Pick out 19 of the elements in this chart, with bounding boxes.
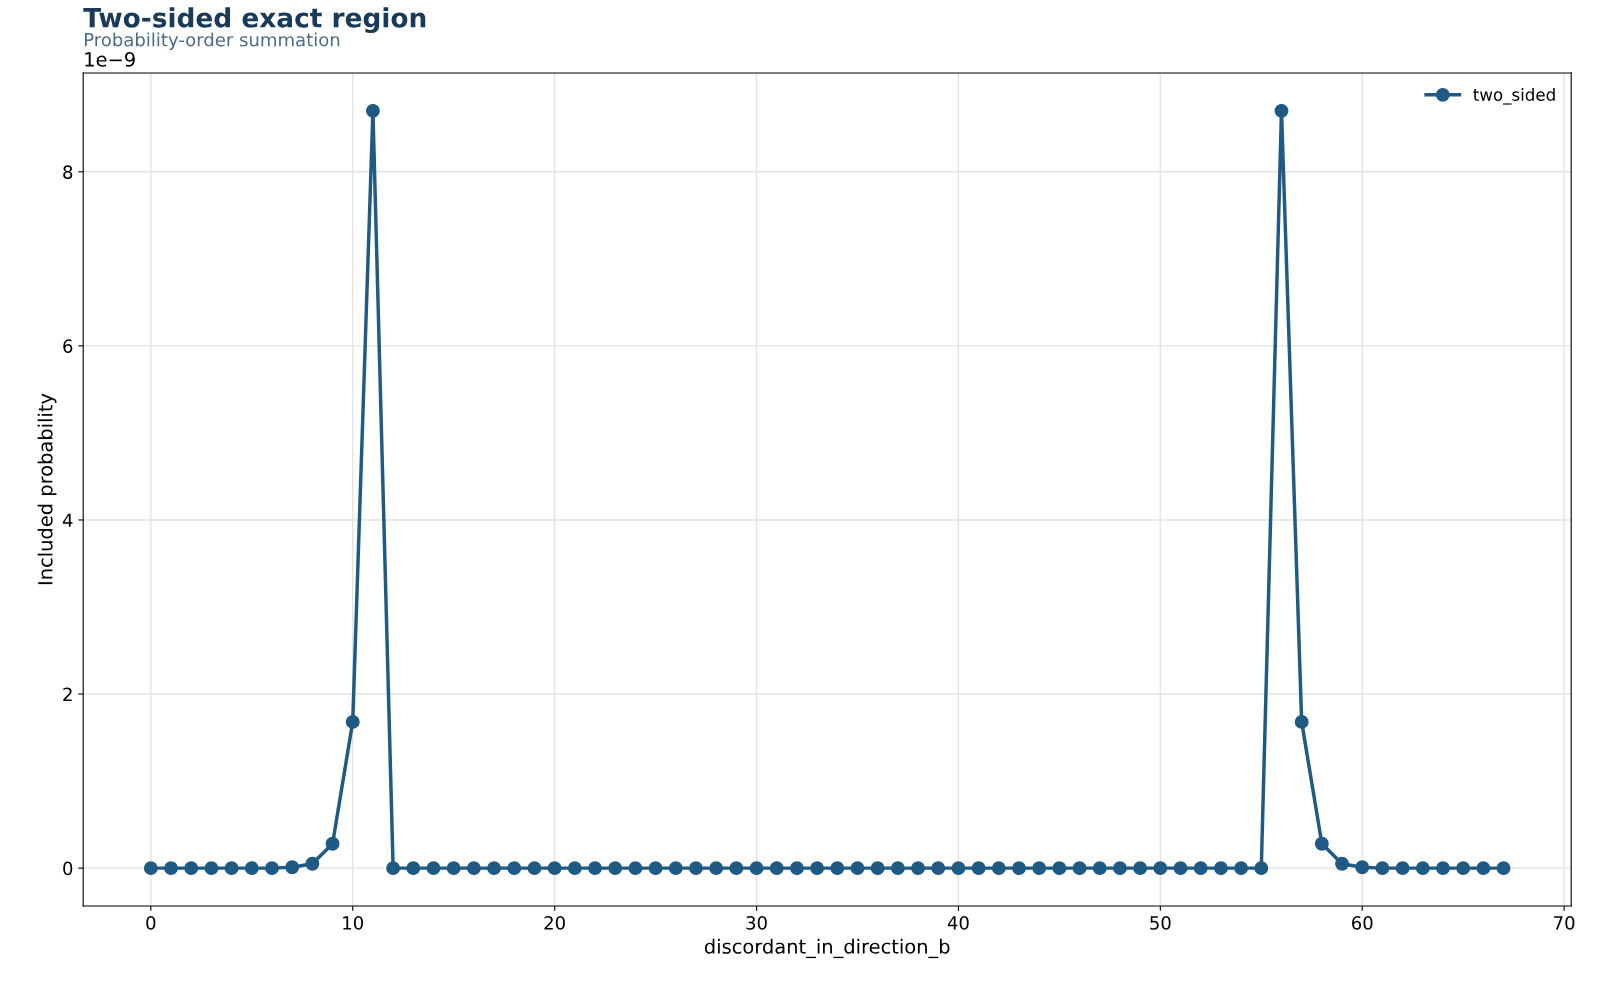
y-tick-label: 2 bbox=[63, 687, 72, 701]
x-tick-label: 70 bbox=[1554, 916, 1575, 930]
chart-title: Two-sided exact region bbox=[83, 7, 426, 33]
text: 1e−9 bbox=[85, 52, 135, 67]
y-tick-label: 6 bbox=[63, 339, 73, 353]
x-tick-label: 60 bbox=[1352, 916, 1373, 930]
x-tick-label: 0 bbox=[146, 916, 156, 930]
y-tick-label: 8 bbox=[63, 165, 73, 179]
chart-subtitle: Probability-order summation bbox=[84, 32, 340, 50]
x-tick-label: 20 bbox=[544, 916, 565, 930]
legend-label: two_sided bbox=[1473, 88, 1555, 105]
y-tick-label: 4 bbox=[62, 513, 73, 527]
y-tick-label: 0 bbox=[63, 861, 73, 876]
x-tick-label: 30 bbox=[746, 916, 767, 930]
x-tick-label: 10 bbox=[343, 916, 364, 930]
y-axis-title: Included probability bbox=[37, 393, 57, 585]
x-axis-title: discordant_in_direction_b bbox=[704, 938, 950, 959]
x-tick-label: 40 bbox=[947, 916, 969, 930]
x-tick-label: 50 bbox=[1150, 916, 1171, 930]
